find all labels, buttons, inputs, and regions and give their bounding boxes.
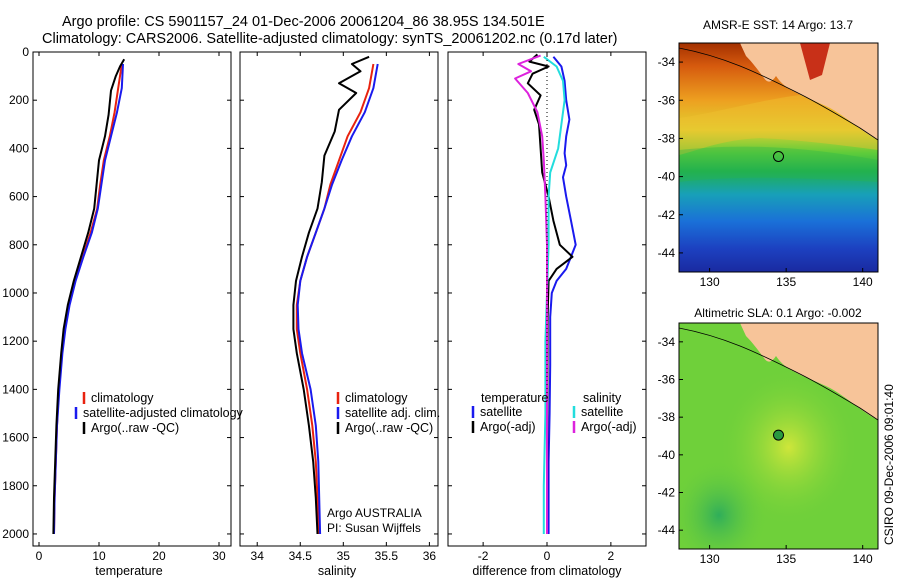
legend-header-salinity: salinity xyxy=(583,391,622,405)
series-line-salinity-argo-adj- xyxy=(514,54,548,534)
legend-label-satellite: satellite adj. clim. xyxy=(345,406,440,420)
map-y-tick-label: -34 xyxy=(658,335,676,349)
float-program-label: Argo AUSTRALIA xyxy=(327,506,422,520)
figure-title-line2: Climatology: CARS2006. Satellite-adjuste… xyxy=(42,31,617,47)
y-tick-label: 1400 xyxy=(2,382,29,396)
map-y-tick-label: -38 xyxy=(658,410,676,424)
series-line-argo-raw-qc- xyxy=(52,58,126,535)
difference-axis-ticks: -2 0 2 xyxy=(448,51,646,563)
legend-label-argo: Argo(..raw -QC) xyxy=(345,421,433,435)
y-tick-label: 1800 xyxy=(2,479,29,493)
map-y-tick-label: -36 xyxy=(658,93,676,107)
series-line-salinity-satellite xyxy=(542,56,566,534)
series-line-temperature-argo-adj- xyxy=(526,53,574,535)
x-tick-label: 30 xyxy=(212,549,226,563)
legend-label-climatology: climatology xyxy=(345,391,408,405)
map-x-tick-label: 140 xyxy=(853,275,873,289)
y-tick-label: 800 xyxy=(9,238,29,252)
credit-text: CSIRO 09-Dec-2006 09:01:40 xyxy=(882,384,896,545)
sla-map-ticks: 130 135 140 -34 -36 -38 -40 -42 -44 xyxy=(658,335,873,566)
map-y-tick-label: -34 xyxy=(658,55,676,69)
map-y-tick-label: -44 xyxy=(658,523,676,537)
legend-header-temperature: temperature xyxy=(481,391,548,405)
sst-argo-marker xyxy=(773,151,784,162)
x-tick-label: 10 xyxy=(92,549,106,563)
temperature-axis-ticks: 0 10 20 30 0 200 400 600 800 1000 1200 1400 1600 1800… xyxy=(2,45,231,563)
map-y-tick-label: -40 xyxy=(658,448,676,462)
temperature-series xyxy=(52,58,126,535)
sst-land xyxy=(740,43,878,140)
map-y-tick-label: -44 xyxy=(658,246,676,260)
x-tick-label: -2 xyxy=(478,549,489,563)
x-tick-label: 0 xyxy=(544,549,551,563)
sla-argo-marker xyxy=(773,429,784,441)
figure-title-line1: Argo profile: CS 5901157_24 01-Dec-2006 … xyxy=(62,14,545,30)
x-tick-label: 34.5 xyxy=(289,549,313,563)
legend-label-temp-argo: Argo(-adj) xyxy=(480,420,536,434)
sla-map xyxy=(679,323,878,549)
legend-label-sal-argo: Argo(-adj) xyxy=(581,420,637,434)
map-x-tick-label: 130 xyxy=(700,275,720,289)
sst-green-band xyxy=(679,146,878,182)
map-y-tick-label: -38 xyxy=(658,131,676,145)
difference-xlabel: difference from climatology xyxy=(472,564,622,578)
sst-map-ticks: 130 135 140 -34 -36 -38 -40 -42 -44 xyxy=(658,55,873,289)
legend-label-argo: Argo(..raw -QC) xyxy=(91,421,179,435)
salinity-plot-frame xyxy=(239,51,439,547)
series-line-satellite-adjusted-climatology xyxy=(53,63,124,535)
series-line-satellite-adj-clim- xyxy=(296,63,379,535)
salinity-legend: climatology satellite adj. clim. Argo(..… xyxy=(336,391,440,435)
legend-label-satellite: satellite-adjusted climatology xyxy=(83,406,244,420)
map-x-tick-label: 140 xyxy=(853,552,873,566)
map-y-tick-label: -36 xyxy=(658,373,676,387)
x-tick-label: 2 xyxy=(608,549,615,563)
map-y-tick-label: -40 xyxy=(658,170,676,184)
sla-map-frame xyxy=(678,322,879,550)
temperature-plot-frame xyxy=(32,51,232,547)
map-x-tick-label: 130 xyxy=(700,552,720,566)
legend-label-climatology: climatology xyxy=(91,391,154,405)
map-x-tick-label: 135 xyxy=(776,552,796,566)
difference-legend: temperature salinity satellite Argo(-adj… xyxy=(471,391,637,434)
sst-map-title: AMSR-E SST: 14 Argo: 13.7 xyxy=(703,18,853,32)
temperature-xlabel: temperature xyxy=(95,564,162,578)
series-line-climatology xyxy=(295,63,375,535)
map-x-tick-label: 135 xyxy=(776,275,796,289)
legend-label-temp-satellite: satellite xyxy=(480,405,522,419)
y-tick-label: 1600 xyxy=(2,431,29,445)
sst-map xyxy=(679,43,878,272)
y-tick-label: 2000 xyxy=(2,527,29,541)
x-tick-label: 36 xyxy=(423,549,437,563)
sst-coastline-contour xyxy=(679,47,878,141)
y-tick-label: 0 xyxy=(22,45,29,59)
x-tick-label: 34 xyxy=(251,549,265,563)
temperature-legend: climatology satellite-adjusted climatolo… xyxy=(74,391,244,435)
y-tick-label: 600 xyxy=(9,190,29,204)
x-tick-label: 35.5 xyxy=(375,549,399,563)
sst-map-frame xyxy=(678,42,879,273)
salinity-xlabel: salinity xyxy=(318,564,357,578)
sst-gulf xyxy=(800,43,830,80)
map-y-tick-label: -42 xyxy=(658,208,676,222)
y-tick-label: 1200 xyxy=(2,334,29,348)
y-tick-label: 200 xyxy=(9,93,29,107)
legend-label-sal-satellite: satellite xyxy=(581,405,623,419)
difference-series xyxy=(514,53,577,535)
x-tick-label: 20 xyxy=(152,549,166,563)
x-tick-label: 0 xyxy=(36,549,43,563)
salinity-axis-ticks: 34 34.5 35 35.5 36 xyxy=(240,51,438,563)
salinity-series xyxy=(292,55,379,535)
series-line-temperature-satellite xyxy=(547,56,577,534)
y-tick-label: 400 xyxy=(9,141,29,155)
x-tick-label: 35 xyxy=(337,549,351,563)
float-pi-label: PI: Susan Wijffels xyxy=(327,521,421,535)
sla-map-title: Altimetric SLA: 0.1 Argo: -0.002 xyxy=(694,306,862,320)
sla-coastline-contour xyxy=(679,327,878,421)
sla-land xyxy=(740,323,878,420)
series-line-argo-raw-qc- xyxy=(292,55,370,535)
y-tick-label: 1000 xyxy=(2,286,29,300)
map-y-tick-label: -42 xyxy=(658,486,676,500)
